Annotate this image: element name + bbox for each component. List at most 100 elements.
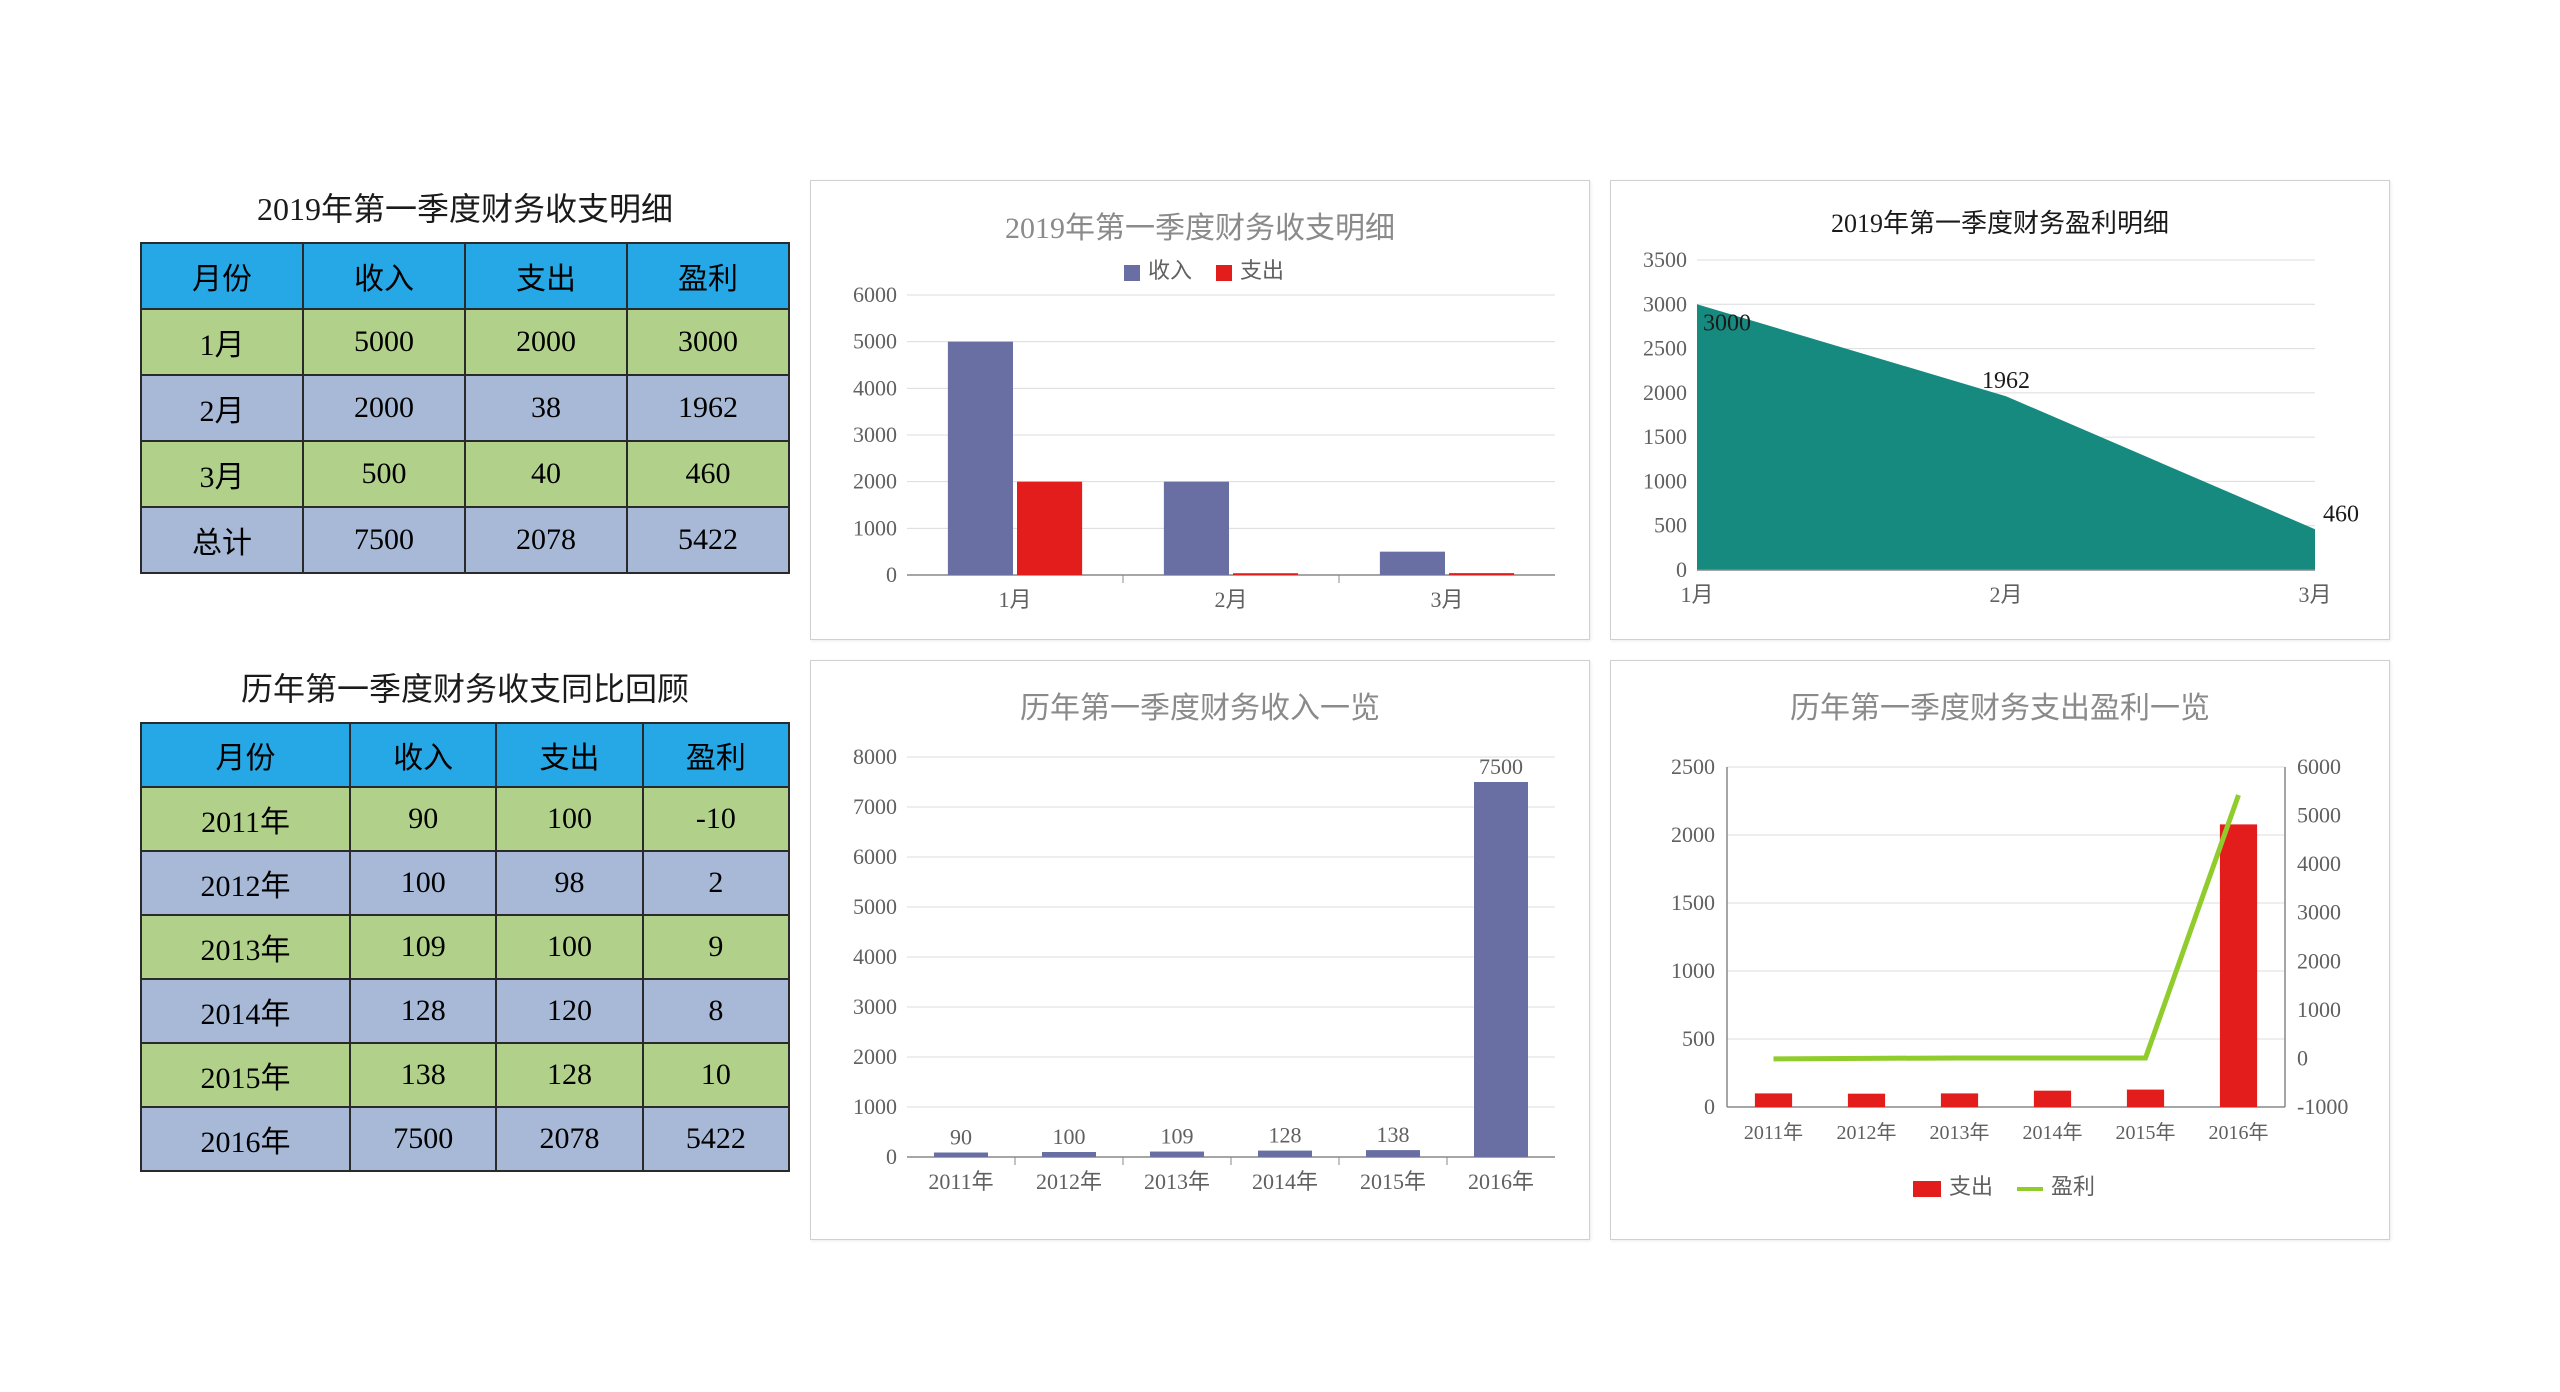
svg-text:2011年: 2011年 — [1744, 1121, 1803, 1144]
col-header: 月份 — [141, 243, 303, 309]
chart-q1-bars-panel: 2019年第一季度财务收支明细 收入支出 0 1000 2000 3000 4000 50… — [810, 180, 1590, 640]
svg-text:500: 500 — [1682, 1026, 1715, 1051]
cell: 2000 — [465, 309, 627, 375]
chart-profit-area-title: 2019年第一季度财务盈利明细 — [1627, 193, 2373, 240]
cell: 5000 — [303, 309, 465, 375]
svg-text:1500: 1500 — [1643, 424, 1687, 449]
svg-text:2500: 2500 — [1643, 336, 1687, 361]
svg-text:3000: 3000 — [853, 422, 897, 447]
chart-years-bars-panel: 历年第一季度财务收入一览 010002000300040005000600070… — [810, 660, 1590, 1240]
svg-text:5000: 5000 — [853, 329, 897, 354]
svg-text:5000: 5000 — [2297, 803, 2341, 828]
chart-q1-bars-title: 2019年第一季度财务收支明细 — [827, 193, 1573, 247]
svg-text:2011年: 2011年 — [928, 1169, 993, 1194]
svg-text:4000: 4000 — [853, 375, 897, 400]
cell: 100 — [350, 851, 496, 915]
cell: 9 — [643, 915, 789, 979]
svg-text:2012年: 2012年 — [1036, 1169, 1102, 1194]
svg-text:138: 138 — [1377, 1122, 1410, 1147]
svg-text:2000: 2000 — [853, 469, 897, 494]
cell: 2015年 — [141, 1043, 350, 1107]
svg-text:7500: 7500 — [1479, 754, 1523, 779]
svg-text:1000: 1000 — [2297, 997, 2341, 1022]
cell: 2011年 — [141, 787, 350, 851]
cell: 1月 — [141, 309, 303, 375]
cell: 460 — [627, 441, 789, 507]
svg-text:8000: 8000 — [853, 744, 897, 769]
cell: 2 — [643, 851, 789, 915]
cell: 5422 — [627, 507, 789, 573]
svg-text:0: 0 — [2297, 1045, 2308, 1070]
svg-text:5000: 5000 — [853, 894, 897, 919]
svg-text:500: 500 — [1654, 513, 1687, 538]
svg-text:2月: 2月 — [1989, 582, 2022, 607]
chart-combo-legend: 支出盈利 — [1627, 1157, 2373, 1201]
cell: 2012年 — [141, 851, 350, 915]
cell: 3000 — [627, 309, 789, 375]
col-header: 月份 — [141, 723, 350, 787]
svg-text:2013年: 2013年 — [1144, 1169, 1210, 1194]
cell: 128 — [350, 979, 496, 1043]
cell: 2月 — [141, 375, 303, 441]
chart-q1-bars: 01000200030004000500060001月2月3月 — [827, 285, 1575, 625]
chart-profit-area: 05001000150020002500300035001月2月3月300019… — [1627, 240, 2375, 620]
svg-text:90: 90 — [950, 1125, 972, 1150]
svg-text:2013年: 2013年 — [1930, 1121, 1990, 1144]
svg-text:-1000: -1000 — [2297, 1094, 2348, 1119]
col-header: 盈利 — [627, 243, 789, 309]
cell: 2016年 — [141, 1107, 350, 1171]
svg-text:6000: 6000 — [2297, 754, 2341, 779]
cell: 2014年 — [141, 979, 350, 1043]
col-header: 收入 — [350, 723, 496, 787]
svg-text:0: 0 — [886, 1144, 897, 1169]
svg-text:1962: 1962 — [1982, 368, 2030, 394]
cell: 5422 — [643, 1107, 789, 1171]
chart-profit-area-panel: 2019年第一季度财务盈利明细 050010001500200025003000… — [1610, 180, 2390, 640]
svg-text:1月: 1月 — [1680, 582, 1713, 607]
chart-years-bars-title: 历年第一季度财务收入一览 — [827, 673, 1573, 727]
svg-text:1000: 1000 — [1643, 468, 1687, 493]
svg-text:3月: 3月 — [1430, 587, 1463, 612]
svg-text:2014年: 2014年 — [2023, 1121, 2083, 1144]
svg-text:2000: 2000 — [1643, 380, 1687, 405]
svg-text:1000: 1000 — [853, 515, 897, 540]
cell: 128 — [496, 1043, 642, 1107]
table-q1-title: 2019年第一季度财务收支明细 — [140, 180, 790, 242]
col-header: 支出 — [465, 243, 627, 309]
cell: 38 — [465, 375, 627, 441]
chart-q1-bars-legend: 收入支出 — [827, 247, 1573, 285]
svg-text:2000: 2000 — [2297, 948, 2341, 973]
cell: -10 — [643, 787, 789, 851]
svg-text:6000: 6000 — [853, 844, 897, 869]
svg-text:3500: 3500 — [1643, 247, 1687, 272]
svg-text:2016年: 2016年 — [1468, 1169, 1534, 1194]
col-header: 收入 — [303, 243, 465, 309]
cell: 2078 — [465, 507, 627, 573]
svg-text:3月: 3月 — [2298, 582, 2331, 607]
svg-text:2500: 2500 — [1671, 754, 1715, 779]
svg-text:128: 128 — [1269, 1123, 1302, 1148]
svg-text:1500: 1500 — [1671, 890, 1715, 915]
cell: 7500 — [350, 1107, 496, 1171]
cell: 7500 — [303, 507, 465, 573]
cell: 40 — [465, 441, 627, 507]
cell: 2078 — [496, 1107, 642, 1171]
svg-text:1月: 1月 — [998, 587, 1031, 612]
chart-combo-title: 历年第一季度财务支出盈利一览 — [1627, 673, 2373, 727]
table-years-panel: 历年第一季度财务收支同比回顾 月份收入支出盈利2011年90100-102012… — [140, 660, 790, 1240]
svg-text:2月: 2月 — [1214, 587, 1247, 612]
svg-text:1000: 1000 — [1671, 958, 1715, 983]
cell: 138 — [350, 1043, 496, 1107]
svg-text:2000: 2000 — [1671, 822, 1715, 847]
cell: 1962 — [627, 375, 789, 441]
cell: 总计 — [141, 507, 303, 573]
svg-text:3000: 3000 — [1643, 291, 1687, 316]
svg-text:2014年: 2014年 — [1252, 1169, 1318, 1194]
cell: 3月 — [141, 441, 303, 507]
cell: 90 — [350, 787, 496, 851]
cell: 8 — [643, 979, 789, 1043]
dashboard-grid: 2019年第一季度财务收支明细 月份收入支出盈利1月5000200030002月… — [140, 180, 2420, 1240]
cell: 120 — [496, 979, 642, 1043]
cell: 2013年 — [141, 915, 350, 979]
svg-text:0: 0 — [886, 562, 897, 587]
